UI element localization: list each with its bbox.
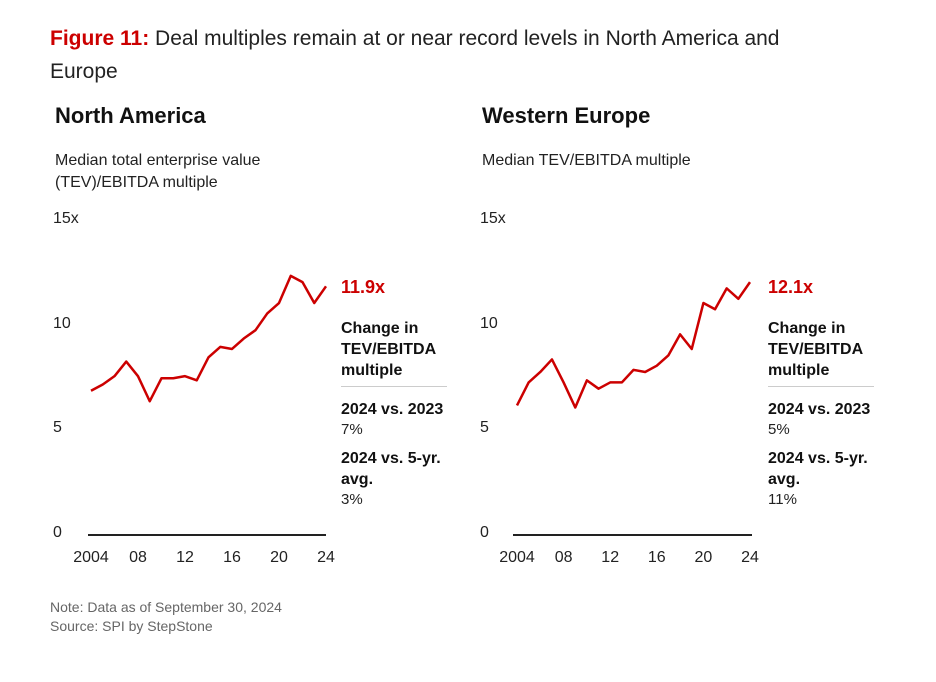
x-tick-label: 12 [601,549,619,566]
comparison-value: 7% [341,421,363,438]
comparison-value: 11% [768,491,797,508]
x-tick-label: 2004 [73,549,109,566]
source-text: Source: SPI by StepStone [50,618,213,634]
x-tick-label: 08 [129,549,147,566]
series-line [90,274,328,403]
change-heading: Change in TEV/EBITDA multiple [768,318,874,387]
y-axis-label: Median TEV/EBITDA multiple [482,152,691,169]
end-value-label: 11.9x [341,277,386,297]
y-tick-label: 10 [53,315,71,332]
figure-title: Figure 11: Deal multiples remain at or n… [50,22,830,88]
y-tick-label: 10 [480,315,498,332]
x-tick-label: 24 [317,549,335,566]
x-tick-label: 16 [223,549,241,566]
figure-label: Figure 11: [50,27,150,50]
y-axis-label: Median total enterprise value (TEV)/EBIT… [55,152,261,191]
x-tick-label: 20 [270,549,288,566]
x-tick-label: 12 [176,549,194,566]
footnote: Note: Data as of September 30, 2024 Sourc… [50,598,282,636]
y-tick-label: 5 [53,419,62,436]
change-summary: Change in TEV/EBITDA multiple 2024 vs. 20… [341,318,447,510]
comparison-label: 2024 vs. 2023 [768,401,871,418]
change-summary: Change in TEV/EBITDA multiple 2024 vs. 20… [768,318,874,510]
y-tick-label: 0 [53,524,62,541]
figure-title-text: Deal multiples remain at or near record … [50,27,780,83]
chart-title: North America [55,103,206,128]
x-tick-label: 16 [648,549,666,566]
y-tick-label: 5 [480,419,489,436]
end-value-label: 12.1x [768,277,814,297]
change-heading: Change in TEV/EBITDA multiple [341,318,447,387]
x-tick-label: 20 [695,549,713,566]
y-tick-label: 15x [53,210,79,227]
chart-title: Western Europe [482,103,651,128]
x-tick-label: 08 [555,549,573,566]
comparison-label: 2024 vs. 2023 [341,401,444,418]
comparison-label: 2024 vs. 5-yr. avg. [341,450,441,488]
comparison-value: 3% [341,491,363,508]
note-text: Note: Data as of September 30, 2024 [50,599,282,615]
series-line [515,281,752,409]
comparison-value: 5% [768,421,790,438]
x-tick-label: 2004 [499,549,535,566]
y-tick-label: 0 [480,524,489,541]
y-tick-label: 15x [480,210,506,227]
comparison-label: 2024 vs. 5-yr. avg. [768,450,868,488]
x-tick-label: 24 [741,549,759,566]
